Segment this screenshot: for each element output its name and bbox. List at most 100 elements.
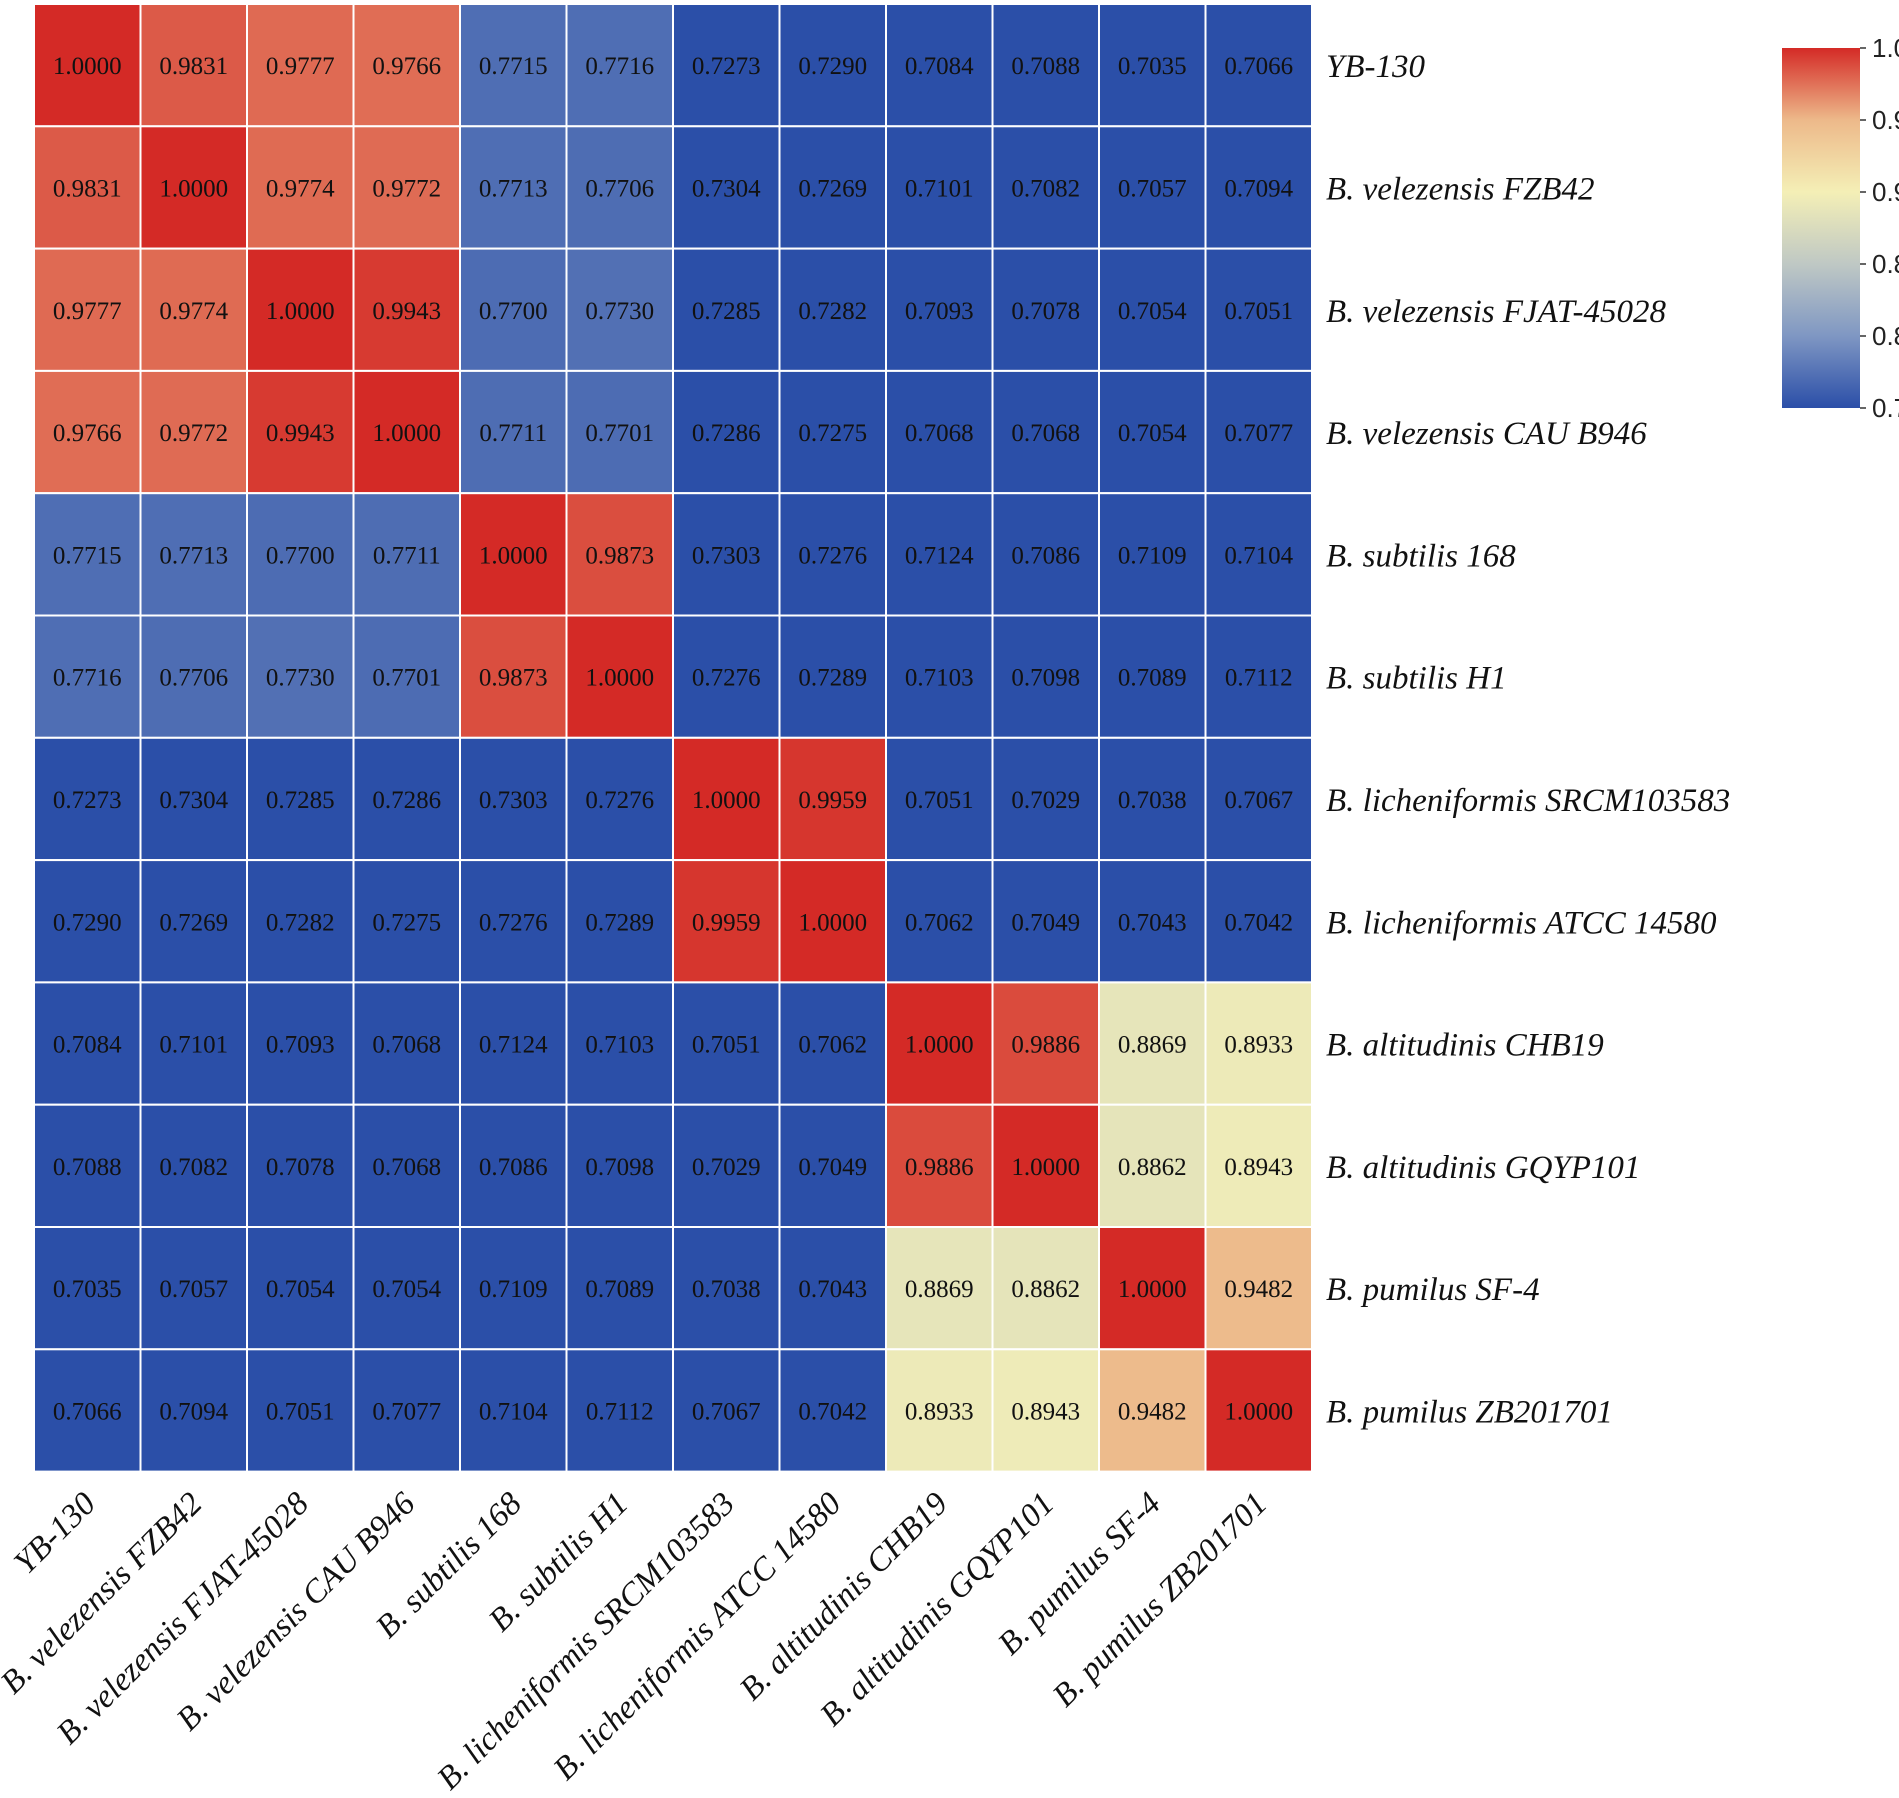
- column-label: B. pumilus ZB201701: [1046, 1486, 1274, 1714]
- cell-value-label: 0.7285: [266, 787, 335, 814]
- cell-value-label: 0.7289: [798, 665, 867, 692]
- cell-value-label: 0.7286: [692, 420, 761, 447]
- heatmap-cell: [778, 125, 887, 250]
- row-label: B. velezensis CAU B946: [1326, 416, 1647, 452]
- cell-value-label: 0.7054: [266, 1276, 335, 1303]
- heatmap-cell: [1098, 981, 1207, 1106]
- heatmap-cell: [33, 492, 142, 617]
- cell-value-label: 0.7035: [53, 1276, 122, 1303]
- row-label: B. subtilis H1: [1326, 661, 1507, 697]
- cell-value-label: 0.7282: [266, 909, 335, 936]
- heatmap-cell: [672, 614, 781, 739]
- cell-value-label: 0.7716: [585, 53, 654, 80]
- cell-value-label: 0.7701: [372, 665, 441, 692]
- cell-value-label: 1.0000: [159, 175, 228, 202]
- heatmap-cell: [672, 981, 781, 1106]
- heatmap-cell: [33, 3, 142, 128]
- cell-value-label: 0.8933: [1224, 1032, 1293, 1059]
- row-label: YB-130: [1326, 49, 1426, 85]
- cell-value-label: 0.7103: [905, 665, 974, 692]
- cell-value-label: 0.9774: [159, 298, 228, 325]
- cell-value-label: 0.9943: [372, 298, 441, 325]
- heatmap-cell: [33, 614, 142, 739]
- heatmap-cell: [246, 492, 355, 617]
- column-label: YB-130: [7, 1485, 103, 1581]
- cell-value-label: 0.7035: [1118, 53, 1187, 80]
- heatmap-cell: [1204, 736, 1313, 862]
- heatmap-cell: [1098, 859, 1207, 984]
- heatmap-cell: [885, 125, 994, 250]
- cell-value-label: 0.7062: [905, 909, 974, 936]
- heatmap-cell: [991, 125, 1100, 250]
- cell-value-label: 0.7086: [1011, 542, 1080, 569]
- cell-value-label: 0.7290: [53, 909, 122, 936]
- cell-value-label: 0.7730: [266, 665, 335, 692]
- cell-value-label: 0.7273: [692, 53, 761, 80]
- heatmap-cell: [991, 1348, 1100, 1473]
- cell-value-label: 0.7715: [53, 542, 122, 569]
- heatmap-cells: 1.0000 0.9831 0.9777 0.9766 0.7715 0.7716 0.72…: [33, 3, 1313, 1473]
- cell-value-label: 0.7051: [692, 1032, 761, 1059]
- heatmap-cell: [672, 492, 781, 617]
- heatmap-cell: [885, 1226, 994, 1351]
- heatmap-cell: [33, 981, 142, 1106]
- colorbar-tick-label: 0.75: [1872, 393, 1899, 423]
- cell-value-label: 0.7276: [798, 542, 867, 569]
- heatmap-cell: [991, 3, 1100, 128]
- cell-value-label: 0.7303: [692, 542, 761, 569]
- cell-value-label: 0.9831: [53, 175, 122, 202]
- cell-value-label: 0.7706: [159, 665, 228, 692]
- heatmap-cell: [459, 859, 568, 984]
- heatmap-cell: [1098, 492, 1207, 617]
- cell-value-label: 0.7067: [1224, 787, 1293, 814]
- heatmap-cell: [352, 247, 461, 372]
- heatmap-cell: [459, 1103, 568, 1228]
- heatmap-cell: [246, 247, 355, 372]
- cell-value-label: 0.7042: [798, 1398, 867, 1425]
- cell-value-label: 0.9873: [479, 665, 548, 692]
- heatmap-cell: [139, 3, 248, 128]
- heatmap-cell: [565, 369, 674, 495]
- cell-value-label: 0.7290: [798, 53, 867, 80]
- heatmap-cell: [352, 614, 461, 739]
- cell-value-label: 0.9766: [372, 53, 441, 80]
- heatmap-cell: [1098, 1348, 1207, 1473]
- heatmap-cell: [139, 1348, 248, 1473]
- colorbar-tick-label: 1.00: [1872, 33, 1899, 63]
- cell-value-label: 0.7038: [1118, 787, 1187, 814]
- cell-value-label: 0.9886: [1011, 1032, 1080, 1059]
- heatmap-cell: [565, 1226, 674, 1351]
- heatmap-cell: [352, 369, 461, 495]
- row-label: B. licheniformis SRCM103583: [1326, 783, 1730, 819]
- cell-value-label: 1.0000: [1224, 1398, 1293, 1425]
- heatmap-cell: [778, 614, 887, 739]
- cell-value-label: 0.7068: [1011, 420, 1080, 447]
- heatmap-cell: [1204, 1226, 1313, 1351]
- cell-value-label: 0.7054: [1118, 298, 1187, 325]
- cell-value-label: 0.7043: [1118, 909, 1187, 936]
- cell-value-label: 0.7051: [1224, 298, 1293, 325]
- heatmap-cell: [565, 614, 674, 739]
- heatmap-cell: [565, 736, 674, 862]
- cell-value-label: 0.7711: [373, 542, 441, 569]
- cell-value-label: 0.7124: [905, 542, 974, 569]
- heatmap-cell: [459, 736, 568, 862]
- cell-value-label: 0.9777: [266, 53, 335, 80]
- cell-value-label: 0.7093: [905, 298, 974, 325]
- cell-value-label: 0.8943: [1011, 1398, 1080, 1425]
- heatmap-cell: [139, 492, 248, 617]
- cell-value-label: 0.7700: [266, 542, 335, 569]
- cell-value-label: 0.7101: [159, 1032, 228, 1059]
- cell-value-label: 0.9831: [159, 53, 228, 80]
- cell-value-label: 0.8869: [1118, 1032, 1187, 1059]
- cell-value-label: 0.7730: [585, 298, 654, 325]
- heatmap-cell: [672, 736, 781, 862]
- heatmap-cell: [1204, 1103, 1313, 1228]
- cell-value-label: 0.7276: [692, 665, 761, 692]
- cell-value-label: 0.7094: [159, 1398, 228, 1425]
- colorbar-tick-label: 0.90: [1872, 177, 1899, 207]
- cell-value-label: 0.7068: [905, 420, 974, 447]
- heatmap-cell: [352, 859, 461, 984]
- heatmap-cell: [459, 247, 568, 372]
